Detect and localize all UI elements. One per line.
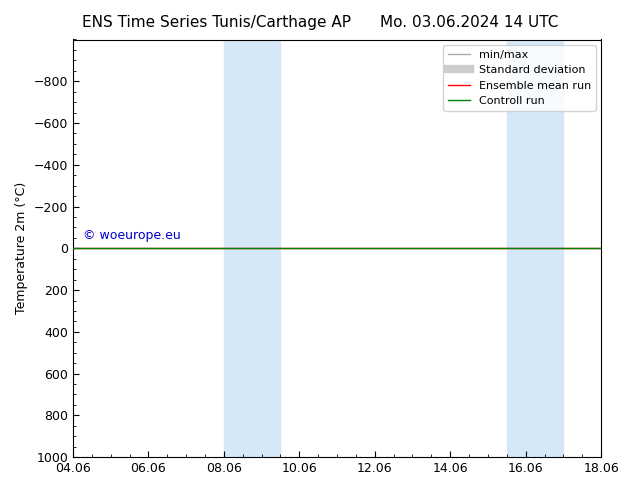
Text: ENS Time Series Tunis/Carthage AP: ENS Time Series Tunis/Carthage AP <box>82 15 351 30</box>
Text: © woeurope.eu: © woeurope.eu <box>84 229 181 242</box>
Bar <box>224 40 280 457</box>
Legend: min/max, Standard deviation, Ensemble mean run, Controll run: min/max, Standard deviation, Ensemble me… <box>443 45 595 111</box>
Text: Mo. 03.06.2024 14 UTC: Mo. 03.06.2024 14 UTC <box>380 15 558 30</box>
Y-axis label: Temperature 2m (°C): Temperature 2m (°C) <box>15 182 28 315</box>
Bar <box>507 40 564 457</box>
